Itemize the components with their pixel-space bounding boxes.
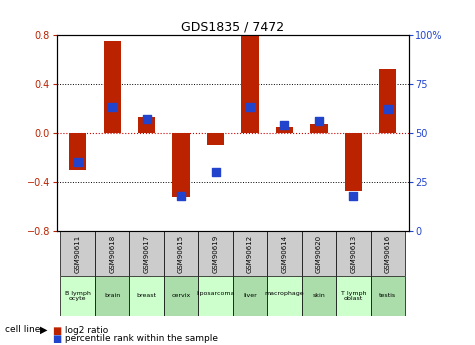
Bar <box>60 276 95 316</box>
Bar <box>69 133 86 170</box>
Point <box>350 193 357 198</box>
Bar <box>276 127 293 133</box>
Text: liposarcoma: liposarcoma <box>196 290 235 301</box>
Bar <box>104 41 121 133</box>
Bar <box>198 231 233 276</box>
Point <box>246 105 254 110</box>
Text: GSM90614: GSM90614 <box>282 235 287 273</box>
Point <box>143 116 151 122</box>
Title: GDS1835 / 7472: GDS1835 / 7472 <box>181 20 285 33</box>
Bar <box>60 231 95 276</box>
Point <box>212 169 219 175</box>
Text: liver: liver <box>243 293 257 298</box>
Text: GSM90617: GSM90617 <box>143 235 150 273</box>
Text: GSM90619: GSM90619 <box>212 235 219 273</box>
Text: brain: brain <box>104 293 120 298</box>
Bar <box>267 231 302 276</box>
Text: log2 ratio: log2 ratio <box>62 326 108 335</box>
Bar <box>95 276 129 316</box>
Text: cell line: cell line <box>5 325 40 334</box>
Text: skin: skin <box>313 293 325 298</box>
Text: cervix: cervix <box>171 293 190 298</box>
Text: T lymph
oblast: T lymph oblast <box>341 290 366 301</box>
Text: B lymph
ocyte: B lymph ocyte <box>65 290 91 301</box>
Text: breast: breast <box>137 293 157 298</box>
Bar <box>207 133 224 145</box>
Bar <box>164 276 198 316</box>
Text: GSM90615: GSM90615 <box>178 235 184 273</box>
Text: GSM90616: GSM90616 <box>385 235 391 273</box>
Bar <box>233 276 267 316</box>
Bar <box>302 231 336 276</box>
Text: ■: ■ <box>52 326 61 335</box>
Point <box>74 160 82 165</box>
Bar <box>198 276 233 316</box>
Bar <box>345 133 362 190</box>
Bar <box>302 276 336 316</box>
Text: GSM90620: GSM90620 <box>316 235 322 273</box>
Text: GSM90611: GSM90611 <box>75 235 81 273</box>
Bar <box>336 231 370 276</box>
Bar <box>267 276 302 316</box>
Bar <box>172 133 190 197</box>
Text: GSM90612: GSM90612 <box>247 235 253 273</box>
Point <box>315 118 323 124</box>
Point <box>384 107 391 112</box>
Bar <box>138 117 155 133</box>
Bar <box>129 276 164 316</box>
Text: GSM90618: GSM90618 <box>109 235 115 273</box>
Text: percentile rank within the sample: percentile rank within the sample <box>62 334 218 343</box>
Text: ■: ■ <box>52 334 61 344</box>
Bar <box>336 276 370 316</box>
Point <box>177 193 185 198</box>
Bar <box>129 231 164 276</box>
Bar <box>95 231 129 276</box>
Bar <box>241 36 258 133</box>
Text: testis: testis <box>379 293 396 298</box>
Point <box>108 105 116 110</box>
Bar <box>310 124 328 133</box>
Text: macrophage: macrophage <box>265 290 304 301</box>
Bar <box>164 231 198 276</box>
Point <box>281 122 288 128</box>
Text: ▶: ▶ <box>40 325 48 334</box>
Bar <box>233 231 267 276</box>
Text: GSM90613: GSM90613 <box>351 235 356 273</box>
Bar <box>370 231 405 276</box>
Bar <box>379 69 397 133</box>
Bar <box>370 276 405 316</box>
